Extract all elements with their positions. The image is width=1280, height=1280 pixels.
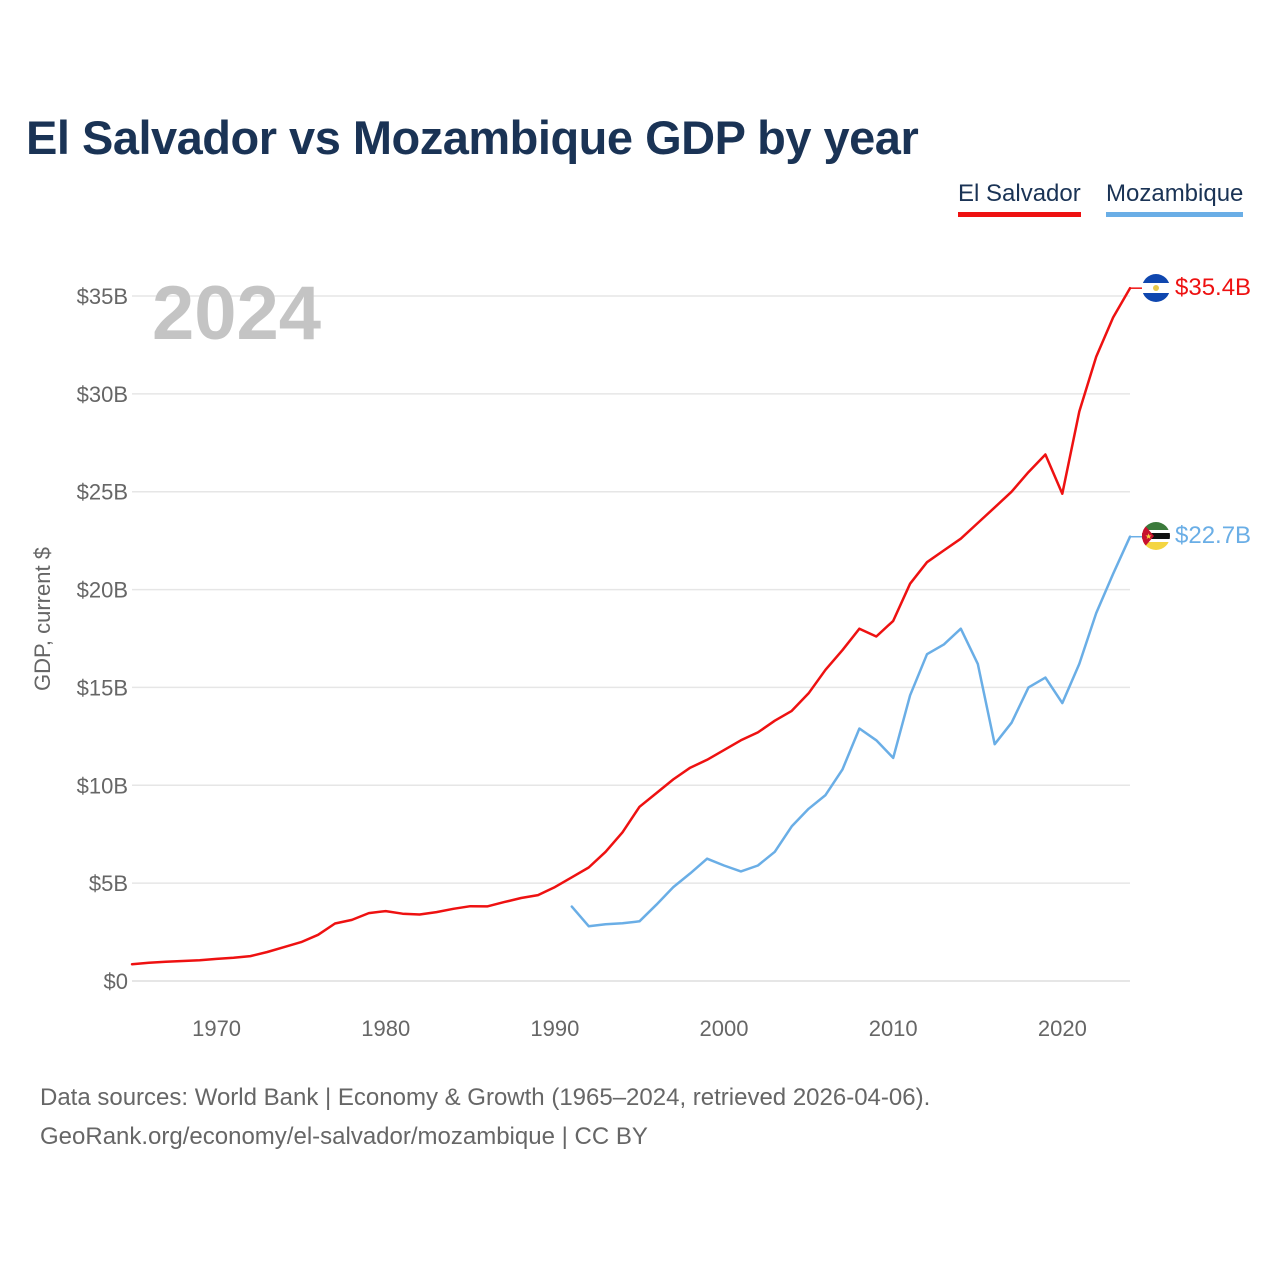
x-axis-ticks: 1970 1980 1990 2000 2010 2020 bbox=[192, 1016, 1087, 1041]
el-salvador-end-label: $35.4B bbox=[1175, 274, 1251, 301]
y-axis-title: GDP, current $ bbox=[30, 547, 55, 691]
y-tick-label: $20B bbox=[77, 578, 128, 603]
y-tick-label: $15B bbox=[77, 675, 128, 700]
legend-mozambique[interactable]: Mozambique bbox=[1106, 180, 1244, 217]
x-tick-label: 2000 bbox=[700, 1016, 749, 1041]
el-salvador-series-line bbox=[130, 286, 1132, 966]
mozambique-flag-icon: ★ bbox=[1142, 522, 1170, 550]
y-axis-ticks: $0 $5B $10B $15B $20B $25B $30B $35B bbox=[77, 284, 128, 994]
x-tick-label: 2020 bbox=[1038, 1016, 1087, 1041]
y-tick-label: $0 bbox=[104, 969, 128, 994]
y-tick-label: $30B bbox=[77, 382, 128, 407]
y-tick-label: $5B bbox=[89, 871, 128, 896]
end-markers: ★ bbox=[1142, 274, 1170, 550]
y-tick-label: $10B bbox=[77, 773, 128, 798]
year-watermark: 2024 bbox=[152, 271, 321, 356]
credit-link[interactable]: GeoRank.org/economy/el-salvador/mozambiq… bbox=[40, 1123, 648, 1150]
chart-title: El Salvador vs Mozambique GDP by year bbox=[26, 111, 919, 164]
y-tick-label: $35B bbox=[77, 284, 128, 309]
x-tick-label: 1970 bbox=[192, 1016, 241, 1041]
x-tick-label: 1980 bbox=[361, 1016, 410, 1041]
grid-lines bbox=[132, 295, 1130, 982]
x-tick-label: 2010 bbox=[869, 1016, 918, 1041]
data-source-note: Data sources: World Bank | Economy & Gro… bbox=[40, 1084, 931, 1111]
svg-text:★: ★ bbox=[1145, 532, 1152, 541]
x-tick-label: 1990 bbox=[530, 1016, 579, 1041]
el-salvador-flag-icon bbox=[1142, 274, 1170, 302]
mozambique-series-line bbox=[570, 535, 1132, 928]
legend-el-salvador[interactable]: El Salvador bbox=[958, 180, 1081, 217]
series-lines bbox=[130, 286, 1142, 966]
y-tick-label: $25B bbox=[77, 480, 128, 505]
mozambique-end-label: $22.7B bbox=[1175, 522, 1251, 549]
end-labels: $35.4B $22.7B bbox=[1175, 274, 1251, 549]
